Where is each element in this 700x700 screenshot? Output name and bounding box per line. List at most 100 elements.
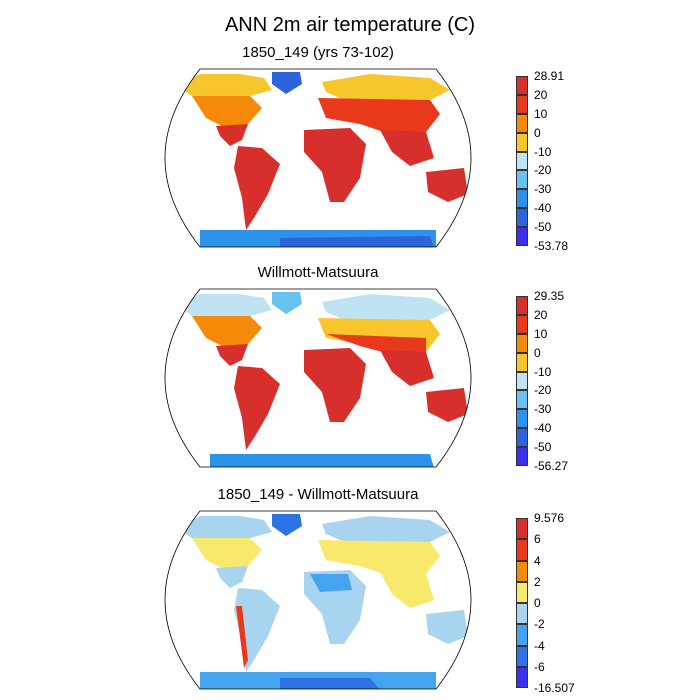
map-diff xyxy=(130,510,506,690)
colorbar-swatch xyxy=(516,227,528,246)
colorbar-obs xyxy=(516,296,528,466)
colorbar-swatch xyxy=(516,390,528,410)
colorbar-swatch xyxy=(516,113,528,133)
andes xyxy=(236,606,248,668)
africa xyxy=(304,128,366,202)
antarctica-core xyxy=(280,236,434,247)
colorbar-label: 10 xyxy=(534,106,548,121)
na-north xyxy=(178,74,272,98)
india-se-asia xyxy=(380,130,434,166)
colorbar-label: 0 xyxy=(534,125,541,140)
panel-title-obs: Willmott-Matsuura xyxy=(257,264,379,281)
colorbar-label: -30 xyxy=(534,182,552,197)
na-south xyxy=(216,344,248,366)
colorbar-label: -50 xyxy=(534,440,552,455)
greenland xyxy=(272,514,302,536)
sahara xyxy=(310,574,352,592)
na-north xyxy=(178,516,272,540)
colorbar-label: -16.507 xyxy=(534,681,575,695)
australia xyxy=(426,168,468,202)
colorbar-label: -10 xyxy=(534,364,552,379)
colorbar-swatch xyxy=(516,581,528,603)
colorbar-swatch xyxy=(516,189,528,209)
na-south xyxy=(216,566,248,588)
colorbar-swatch xyxy=(516,76,528,95)
colorbar-swatch xyxy=(516,539,528,561)
colorbar-model xyxy=(516,76,528,246)
colorbar-swatch xyxy=(516,624,528,646)
india-se-asia xyxy=(380,350,434,386)
colorbar-label: -56.27 xyxy=(534,459,569,473)
colorbar-label: 10 xyxy=(534,326,548,341)
colorbar-label: -6 xyxy=(534,659,545,674)
colorbar-swatch xyxy=(516,151,528,171)
map-obs-frame xyxy=(164,288,472,468)
colorbar-swatch xyxy=(516,352,528,372)
na-mid xyxy=(192,316,262,348)
colorbar-label: -40 xyxy=(534,201,552,216)
na-north xyxy=(178,294,272,318)
colorbar-label: 0 xyxy=(534,345,541,360)
colorbar-swatch xyxy=(516,447,528,466)
colorbar-swatch xyxy=(516,603,528,625)
greenland xyxy=(272,292,302,314)
australia xyxy=(426,388,468,422)
south-america xyxy=(234,366,280,450)
colorbar-swatch xyxy=(516,333,528,353)
colorbar-label: 20 xyxy=(534,87,548,102)
eurasia-mid xyxy=(318,98,440,134)
map-obs xyxy=(130,288,506,468)
colorbar-label: 29.35 xyxy=(534,289,565,303)
colorbar-label: 2 xyxy=(534,574,541,589)
eurasia-north xyxy=(322,294,450,322)
colorbar-label: 20 xyxy=(534,307,548,322)
colorbar-label: 0 xyxy=(534,596,541,610)
colorbar-label: -20 xyxy=(534,383,552,398)
eurasia-north xyxy=(322,516,450,544)
colorbar-swatch xyxy=(516,208,528,228)
na-mid xyxy=(192,538,262,570)
colorbar-diff xyxy=(516,518,528,688)
map-diff-svg xyxy=(164,510,472,690)
colorbar-swatch xyxy=(516,666,528,688)
map-model-frame xyxy=(164,68,472,248)
colorbar-label: -30 xyxy=(534,402,552,417)
colorbar-swatch xyxy=(516,518,528,540)
colorbar-swatch xyxy=(516,132,528,152)
panel-title-diff: 1850_149 - Willmott-Matsuura xyxy=(217,486,419,503)
greenland xyxy=(272,72,302,94)
na-south xyxy=(216,124,248,146)
panel-title-model: 1850_149 (yrs 73-102) xyxy=(242,44,394,61)
antarctica xyxy=(210,454,434,467)
na-mid xyxy=(192,96,262,128)
south-america xyxy=(234,146,280,230)
colorbar-label: 28.91 xyxy=(534,69,565,83)
map-model-svg xyxy=(164,68,472,248)
map-diff-frame xyxy=(164,510,472,690)
colorbar-label: 6 xyxy=(534,532,541,547)
australia xyxy=(426,610,468,644)
colorbar-label: -50 xyxy=(534,220,552,235)
eurasia-mid xyxy=(318,540,440,576)
eurasia-south xyxy=(326,334,426,354)
colorbar-swatch xyxy=(516,560,528,582)
eurasia-north xyxy=(322,74,450,102)
colorbar-swatch xyxy=(516,645,528,667)
india-se-asia xyxy=(380,572,434,608)
colorbar-swatch xyxy=(516,296,528,315)
map-obs-svg xyxy=(164,288,472,468)
colorbar-label: 9.576 xyxy=(534,511,565,525)
map-model xyxy=(130,68,506,248)
page-title: ANN 2m air temperature (C) xyxy=(224,14,476,36)
colorbar-label: 4 xyxy=(534,553,541,568)
colorbar-swatch xyxy=(516,428,528,448)
africa xyxy=(304,348,366,422)
colorbar-label: -4 xyxy=(534,638,545,653)
colorbar-label: -20 xyxy=(534,163,552,178)
colorbar-label: -40 xyxy=(534,421,552,436)
antarctica-core xyxy=(280,678,380,689)
colorbar-label: -2 xyxy=(534,617,545,632)
colorbar-swatch xyxy=(516,170,528,190)
colorbar-swatch xyxy=(516,371,528,391)
colorbar-label: -53.78 xyxy=(534,239,569,253)
